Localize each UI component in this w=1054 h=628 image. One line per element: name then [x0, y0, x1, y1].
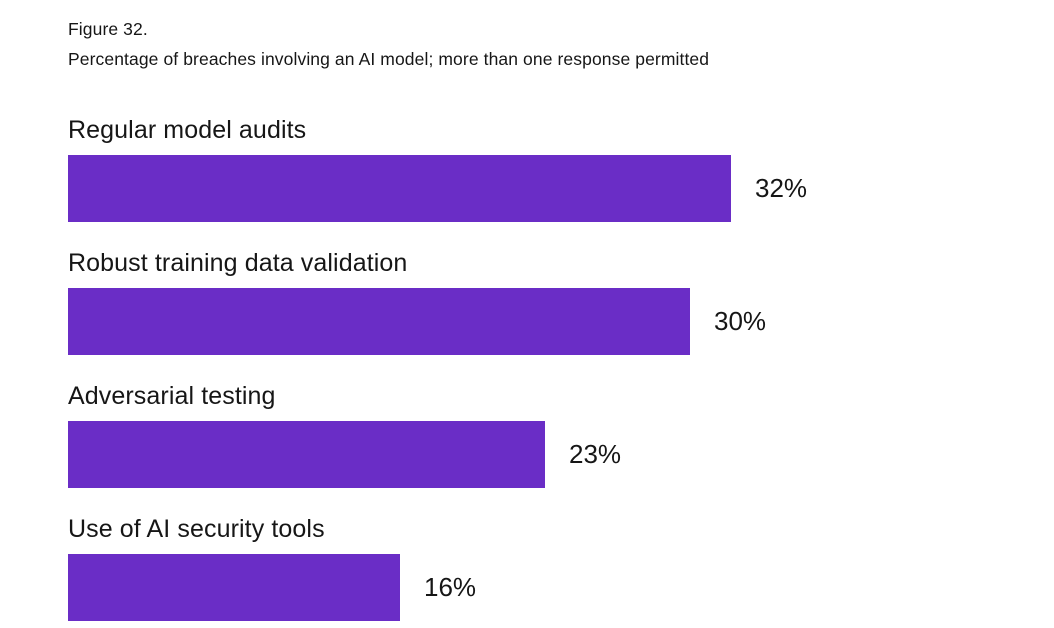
- chart-row: Adversarial testing 23%: [68, 382, 1054, 488]
- bar: [68, 155, 731, 222]
- category-label: Robust training data validation: [68, 249, 408, 277]
- chart-row: Robust training data validation 30%: [68, 249, 1054, 355]
- figure-number: Figure 32.: [68, 19, 148, 39]
- bar-line: 32%: [68, 155, 1054, 222]
- chart-row: Regular model audits 32%: [68, 116, 1054, 222]
- bar-line: 23%: [68, 421, 1054, 488]
- value-label: 30%: [714, 306, 767, 336]
- figure-subtitle: Percentage of breaches involving an AI m…: [68, 49, 710, 69]
- figure-header: Figure 32. Percentage of breaches involv…: [68, 14, 1054, 74]
- bar-line: 30%: [68, 288, 1054, 355]
- value-label: 16%: [424, 572, 477, 602]
- bar-line: 16%: [68, 554, 1054, 621]
- bar: [68, 554, 400, 621]
- value-label: 23%: [569, 439, 622, 469]
- category-label: Adversarial testing: [68, 382, 276, 410]
- category-label: Use of AI security tools: [68, 515, 325, 543]
- bar-chart: Regular model audits 32% Robust training…: [68, 116, 1054, 621]
- chart-row: Use of AI security tools 16%: [68, 515, 1054, 621]
- bar: [68, 288, 690, 355]
- value-label: 32%: [755, 173, 808, 203]
- category-label: Regular model audits: [68, 116, 307, 144]
- bar: [68, 421, 545, 488]
